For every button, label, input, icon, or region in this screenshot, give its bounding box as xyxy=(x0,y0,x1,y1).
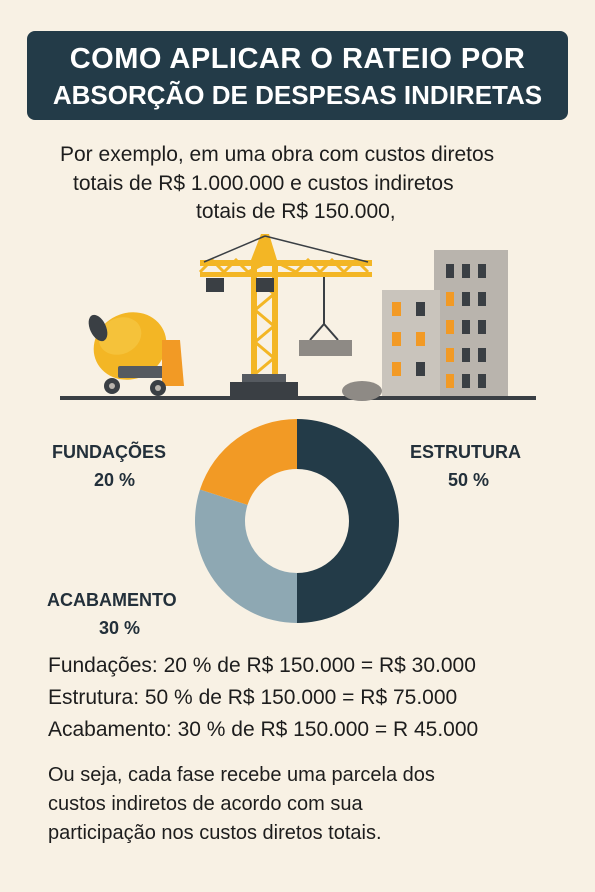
label-acabamento-value: 30 % xyxy=(99,618,141,638)
title-line-1: COMO APLICAR O RATEIO POR xyxy=(69,43,526,75)
calc-fundacoes: Fundações: 20 % de R$ 150.000 = R$ 30.00… xyxy=(48,654,476,677)
label-estrutura-value: 50 % xyxy=(448,470,490,490)
donut-slice-fundacoes xyxy=(199,419,297,505)
cement-mixer-icon xyxy=(88,312,184,396)
calc-acabamento: Acabamento: 30 % de R$ 150.000 = R 45.00… xyxy=(48,718,479,741)
donut-slice-estrutura xyxy=(297,419,399,623)
ground-line xyxy=(60,396,536,400)
label-fundacoes-value: 20 % xyxy=(94,470,136,490)
intro-line-1: Por exemplo, em uma obra com custos dire… xyxy=(60,143,495,166)
tower-crane-icon xyxy=(198,234,372,396)
intro-line-3: totais de R$ 150.000, xyxy=(196,200,396,223)
construction-illustration xyxy=(60,234,536,401)
intro-line-2: totais de R$ 1.000.000 e custos indireto… xyxy=(73,172,454,195)
title-line-2: ABSORÇÃO DE DESPESAS INDIRETAS xyxy=(52,80,543,110)
building-icon xyxy=(342,250,508,401)
calc-estrutura: Estrutura: 50 % de R$ 150.000 = R$ 75.00… xyxy=(48,686,458,709)
label-acabamento: ACABAMENTO xyxy=(47,590,177,610)
donut-slice-acabamento xyxy=(194,489,297,623)
conclusion-line-2: custos indiretos de acordo com sua xyxy=(48,793,363,815)
title-banner: COMO APLICAR O RATEIO POR ABSORÇÃO DE DE… xyxy=(27,31,568,120)
donut-chart xyxy=(194,419,399,623)
conclusion-line-3: participação nos custos diretos totais. xyxy=(48,822,382,844)
label-estrutura: ESTRUTURA xyxy=(410,442,521,462)
conclusion-line-1: Ou seja, cada fase recebe uma parcela do… xyxy=(48,764,435,786)
label-fundacoes: FUNDAÇÕES xyxy=(52,442,167,462)
